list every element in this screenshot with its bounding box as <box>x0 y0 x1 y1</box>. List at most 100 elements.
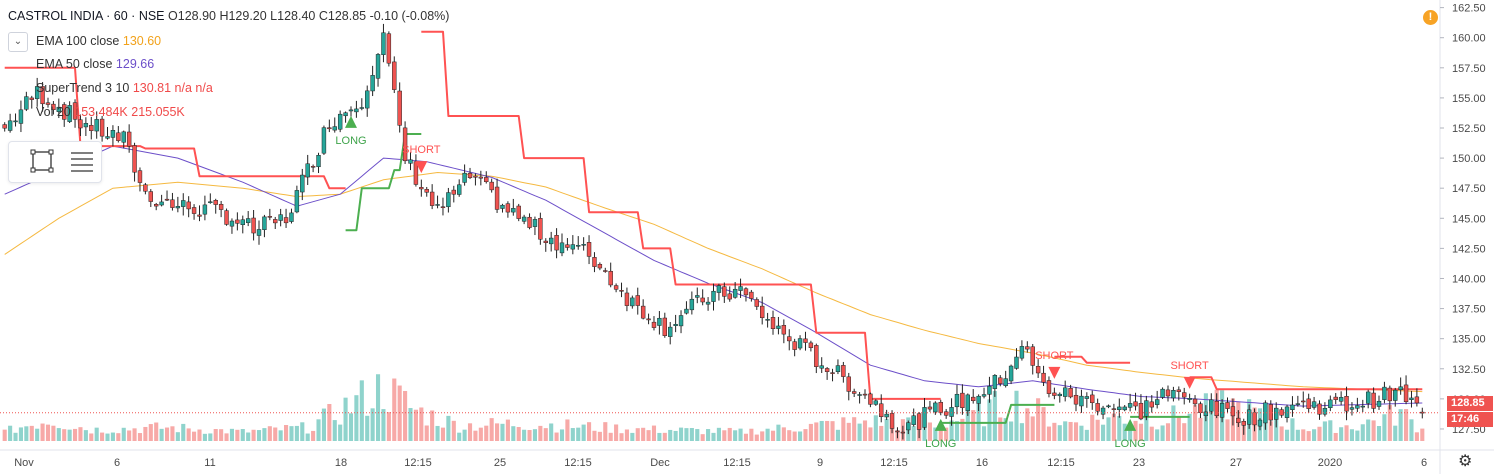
candle-body <box>300 174 305 193</box>
candle-body <box>933 402 938 413</box>
candle-body <box>565 244 570 248</box>
volume-bar <box>738 428 743 441</box>
volume-bar <box>408 408 413 441</box>
volume-bar <box>884 418 889 441</box>
candle-body <box>754 299 759 307</box>
supertrend-down-line <box>421 30 941 400</box>
volume-bar <box>18 427 23 441</box>
volume-bar <box>1149 426 1154 441</box>
volume-bar <box>181 423 186 441</box>
volume-bar <box>2 429 7 441</box>
candle-body <box>105 136 110 139</box>
candle-body <box>262 216 267 230</box>
candle-body <box>668 326 673 337</box>
candle-body <box>1414 396 1420 404</box>
candle-body <box>1376 400 1382 407</box>
candle-body <box>332 126 337 131</box>
collapse-legend-button[interactable]: ⌄ <box>8 32 28 52</box>
volume-bar <box>603 422 608 441</box>
candle-body <box>651 321 657 328</box>
volume-bar <box>873 415 878 441</box>
candle-body <box>1290 404 1295 410</box>
volume-bar <box>1290 418 1295 441</box>
volume-bar <box>316 419 321 441</box>
candle-body <box>776 325 781 329</box>
volume-bar <box>1117 416 1122 441</box>
indicator-ema50[interactable]: EMA 50 close 129.66 <box>36 57 154 71</box>
candle-body <box>289 212 294 222</box>
symbol-title[interactable]: CASTROL INDIA · 60 · NSE <box>8 9 165 23</box>
candle-body <box>1149 401 1154 408</box>
volume-bar <box>716 427 721 441</box>
candle-body <box>824 368 830 372</box>
candle-body <box>62 104 67 120</box>
volume-bar <box>857 423 862 441</box>
candle-body <box>110 130 116 138</box>
indicator-volume[interactable]: Vol 20 153.484K 215.055K <box>36 105 185 119</box>
indicator-supertrend[interactable]: SuperTrend 3 10 130.81 n/a n/a <box>36 81 213 95</box>
indicator-value: 153.484K 215.055K <box>74 105 185 119</box>
candle-body <box>2 124 7 129</box>
volume-bar <box>1025 408 1030 441</box>
long-signal-icon <box>1124 418 1137 431</box>
indicator-ema100[interactable]: EMA 100 close 130.60 <box>36 34 161 48</box>
price-tick-label: 145.00 <box>1452 213 1486 225</box>
volume-bar <box>1209 408 1214 441</box>
volume-bar <box>619 433 624 441</box>
volume-bar <box>635 428 640 441</box>
volume-bar <box>862 420 868 441</box>
candle-body <box>927 406 933 410</box>
candle-body <box>1295 403 1301 405</box>
candle-body <box>889 413 895 429</box>
volume-bar <box>8 425 13 441</box>
volume-bar <box>1344 425 1349 441</box>
candle-body <box>267 216 273 218</box>
volume-bar <box>624 429 629 441</box>
warning-icon[interactable]: ! <box>1423 10 1438 25</box>
candle-body <box>868 393 873 405</box>
candle-body <box>208 201 213 203</box>
volume-bar <box>684 428 689 441</box>
volume-bar <box>467 423 473 441</box>
volume-bar <box>1155 429 1160 441</box>
price-tick-label: 162.50 <box>1452 3 1486 15</box>
volume-bar <box>1382 414 1387 441</box>
candle-body <box>375 54 381 79</box>
volume-bar <box>944 427 949 441</box>
candle-body <box>1198 403 1203 414</box>
volume-bar <box>451 420 456 441</box>
candle-body <box>738 286 743 291</box>
ohlc-readout: O128.90 H129.20 L128.40 C128.85 -0.10 (-… <box>168 9 450 23</box>
rectangle-tool-icon[interactable] <box>30 149 54 173</box>
candle-body <box>370 75 375 92</box>
candle-body <box>1403 384 1409 403</box>
volume-bar <box>1030 416 1035 441</box>
candle-body <box>1192 398 1198 405</box>
volume-bar <box>278 430 283 441</box>
volume-bar <box>148 424 153 441</box>
volume-bar <box>51 425 56 441</box>
candle-body <box>1030 346 1035 366</box>
settings-gear-icon[interactable]: ⚙ <box>1458 453 1473 470</box>
volume-bar <box>375 374 381 441</box>
candle-body <box>397 90 402 126</box>
candle-body <box>1154 399 1160 405</box>
volume-bar <box>500 423 505 441</box>
volume-bar <box>208 433 213 441</box>
short-signal-icon <box>1183 376 1196 389</box>
menu-lines-icon[interactable] <box>71 152 93 172</box>
candle-body <box>949 407 954 417</box>
candle-body <box>603 270 608 272</box>
volume-bar <box>267 426 272 441</box>
volume-bar <box>770 430 776 441</box>
volume-bar <box>1063 421 1068 441</box>
volume-bar <box>440 427 446 441</box>
time-tick-label: 27 <box>1230 457 1242 469</box>
candle-body <box>1106 405 1111 408</box>
volume-bar <box>462 429 467 441</box>
candle-body <box>1349 407 1355 410</box>
candle-body <box>1393 389 1398 401</box>
candle-body <box>1165 389 1171 397</box>
price-tick-label: 160.00 <box>1452 33 1486 45</box>
